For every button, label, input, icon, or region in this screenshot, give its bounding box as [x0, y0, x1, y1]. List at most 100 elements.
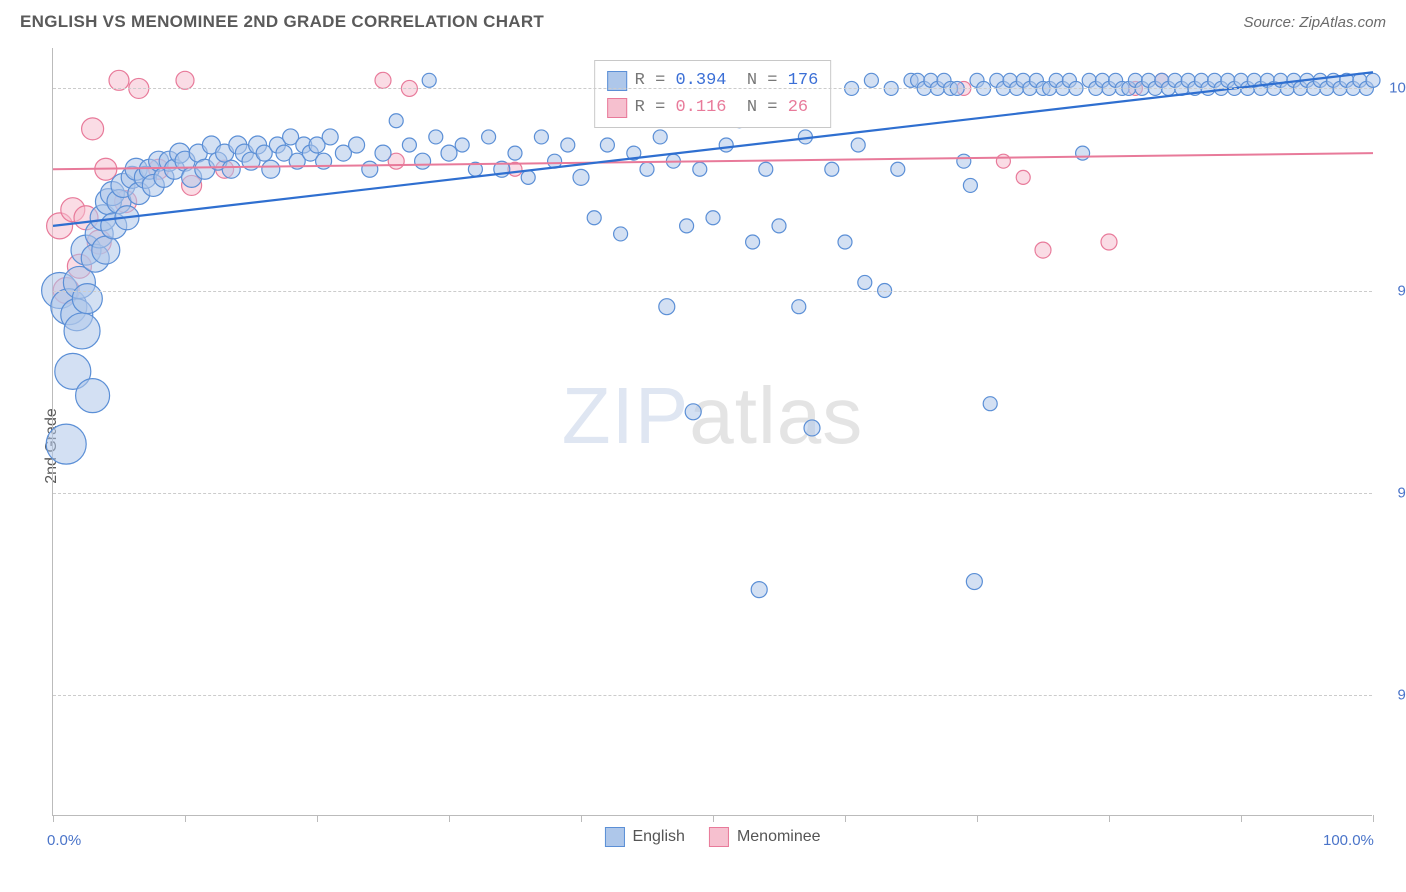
legend-swatch [604, 827, 624, 847]
x-tick [449, 815, 450, 822]
data-point [573, 169, 589, 185]
x-tick-label: 100.0% [1323, 832, 1374, 849]
data-point [792, 300, 806, 314]
chart-source: Source: ZipAtlas.com [1243, 14, 1386, 31]
data-point [772, 219, 786, 233]
scatter-plot-svg [53, 48, 1372, 815]
data-point [640, 162, 654, 176]
data-point [82, 118, 104, 140]
x-tick [845, 815, 846, 822]
data-point [441, 145, 457, 161]
data-point [653, 130, 667, 144]
x-tick [713, 815, 714, 822]
data-point [429, 130, 443, 144]
x-tick [581, 815, 582, 822]
legend-row: R = 0.394 N = 176 [607, 67, 819, 94]
data-point [375, 145, 391, 161]
legend-row: R = 0.116 N = 26 [607, 94, 819, 121]
y-tick-label: 97.5% [1397, 282, 1406, 299]
gridline [53, 493, 1372, 494]
data-point [685, 404, 701, 420]
data-point [746, 235, 760, 249]
data-point [957, 154, 971, 168]
data-point [521, 170, 535, 184]
data-point [1101, 234, 1117, 250]
data-point [422, 73, 436, 87]
data-point [751, 582, 767, 598]
data-point [838, 235, 852, 249]
data-point [963, 178, 977, 192]
data-point [482, 130, 496, 144]
data-point [600, 138, 614, 152]
chart-header: ENGLISH VS MENOMINEE 2ND GRADE CORRELATI… [0, 0, 1406, 40]
data-point [176, 71, 194, 89]
data-point [362, 161, 378, 177]
y-tick-label: 95.0% [1397, 484, 1406, 501]
gridline [53, 291, 1372, 292]
data-point [262, 160, 280, 178]
legend-label: Menominee [737, 828, 821, 846]
data-point [322, 129, 338, 145]
x-tick [1241, 815, 1242, 822]
data-point [508, 146, 522, 160]
x-tick [1109, 815, 1110, 822]
data-point [851, 138, 865, 152]
legend-label: English [632, 828, 684, 846]
chart-title: ENGLISH VS MENOMINEE 2ND GRADE CORRELATI… [20, 12, 544, 32]
gridline [53, 695, 1372, 696]
data-point [983, 397, 997, 411]
series-legend: English Menominee [604, 827, 820, 847]
data-point [109, 70, 129, 90]
data-point [706, 211, 720, 225]
data-point [76, 379, 110, 413]
data-point [455, 138, 469, 152]
data-point [1076, 146, 1090, 160]
x-tick [317, 815, 318, 822]
data-point [858, 275, 872, 289]
data-point [759, 162, 773, 176]
data-point [864, 73, 878, 87]
data-point [719, 138, 733, 152]
data-point [389, 114, 403, 128]
x-tick [977, 815, 978, 822]
data-point [64, 313, 100, 349]
x-tick [185, 815, 186, 822]
data-point [1035, 242, 1051, 258]
legend-stat: R = 0.394 N = 176 [635, 67, 819, 94]
correlation-legend: R = 0.394 N = 176 R = 0.116 N = 26 [594, 60, 832, 128]
chart-plot-area: ZIPatlas R = 0.394 N = 176 R = 0.116 N =… [52, 48, 1372, 816]
data-point [375, 72, 391, 88]
data-point [534, 130, 548, 144]
data-point [561, 138, 575, 152]
data-point [415, 153, 431, 169]
data-point [680, 219, 694, 233]
data-point [222, 160, 240, 178]
data-point [1016, 170, 1030, 184]
data-point [46, 424, 86, 464]
legend-swatch [709, 827, 729, 847]
legend-stat: R = 0.116 N = 26 [635, 94, 808, 121]
gridline [53, 88, 1372, 89]
x-tick [1373, 815, 1374, 822]
y-tick-label: 92.5% [1397, 686, 1406, 703]
data-point [966, 574, 982, 590]
data-point [92, 236, 120, 264]
x-tick [53, 815, 54, 822]
x-tick-label: 0.0% [47, 832, 81, 849]
data-point [804, 420, 820, 436]
data-point [996, 154, 1010, 168]
data-point [72, 284, 102, 314]
data-point [349, 137, 365, 153]
data-point [693, 162, 707, 176]
data-point [614, 227, 628, 241]
y-tick-label: 100.0% [1389, 80, 1406, 97]
legend-item: English [604, 827, 684, 847]
data-point [825, 162, 839, 176]
data-point [1366, 73, 1380, 87]
data-point [659, 299, 675, 315]
data-point [587, 211, 601, 225]
data-point [891, 162, 905, 176]
data-point [402, 138, 416, 152]
legend-swatch [607, 98, 627, 118]
legend-item: Menominee [709, 827, 821, 847]
